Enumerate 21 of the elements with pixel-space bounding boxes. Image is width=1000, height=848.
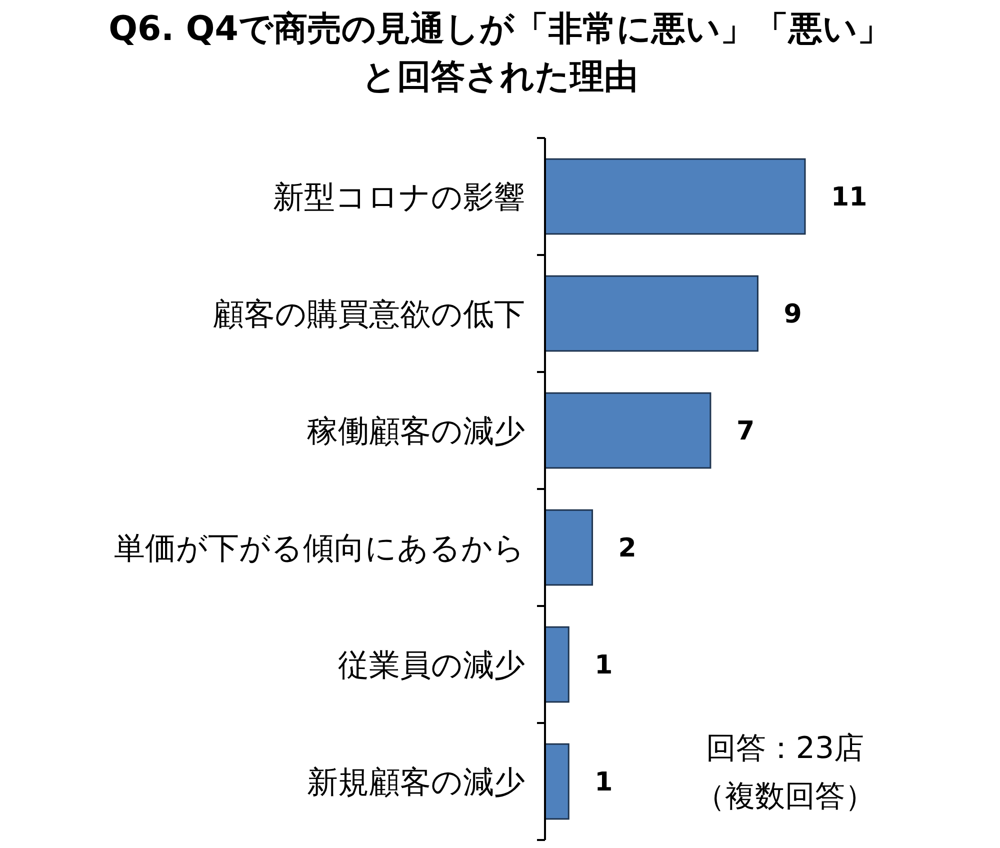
chart-title: Q6. Q4で商売の見通しが「非常に悪い」「悪い」と回答された理由 <box>108 9 892 97</box>
data-label: 7 <box>736 416 755 447</box>
bar <box>544 392 712 469</box>
data-label: 9 <box>784 300 802 330</box>
bar <box>544 743 570 820</box>
bar <box>544 158 806 235</box>
data-label: 1 <box>594 650 613 681</box>
data-label: 2 <box>618 534 636 564</box>
y-tick-label: 単価が下がる傾向にあるから <box>114 530 525 566</box>
annotation: （複数回答） <box>695 779 875 814</box>
data-label: 1 <box>594 768 613 798</box>
bar <box>544 626 570 703</box>
annotation: 回答：23店 <box>706 731 864 766</box>
y-tick-label: 稼働顧客の減少 <box>307 413 525 450</box>
y-tick-label: 顧客の購買意欲の低下 <box>213 296 525 332</box>
data-label: 11 <box>831 182 868 213</box>
bar <box>544 509 594 586</box>
y-tick-label: 新規顧客の減少 <box>307 764 525 800</box>
bar <box>544 275 758 352</box>
y-tick-label: 新型コロナの影響 <box>273 179 525 216</box>
y-tick-label: 従業員の減少 <box>338 647 525 684</box>
